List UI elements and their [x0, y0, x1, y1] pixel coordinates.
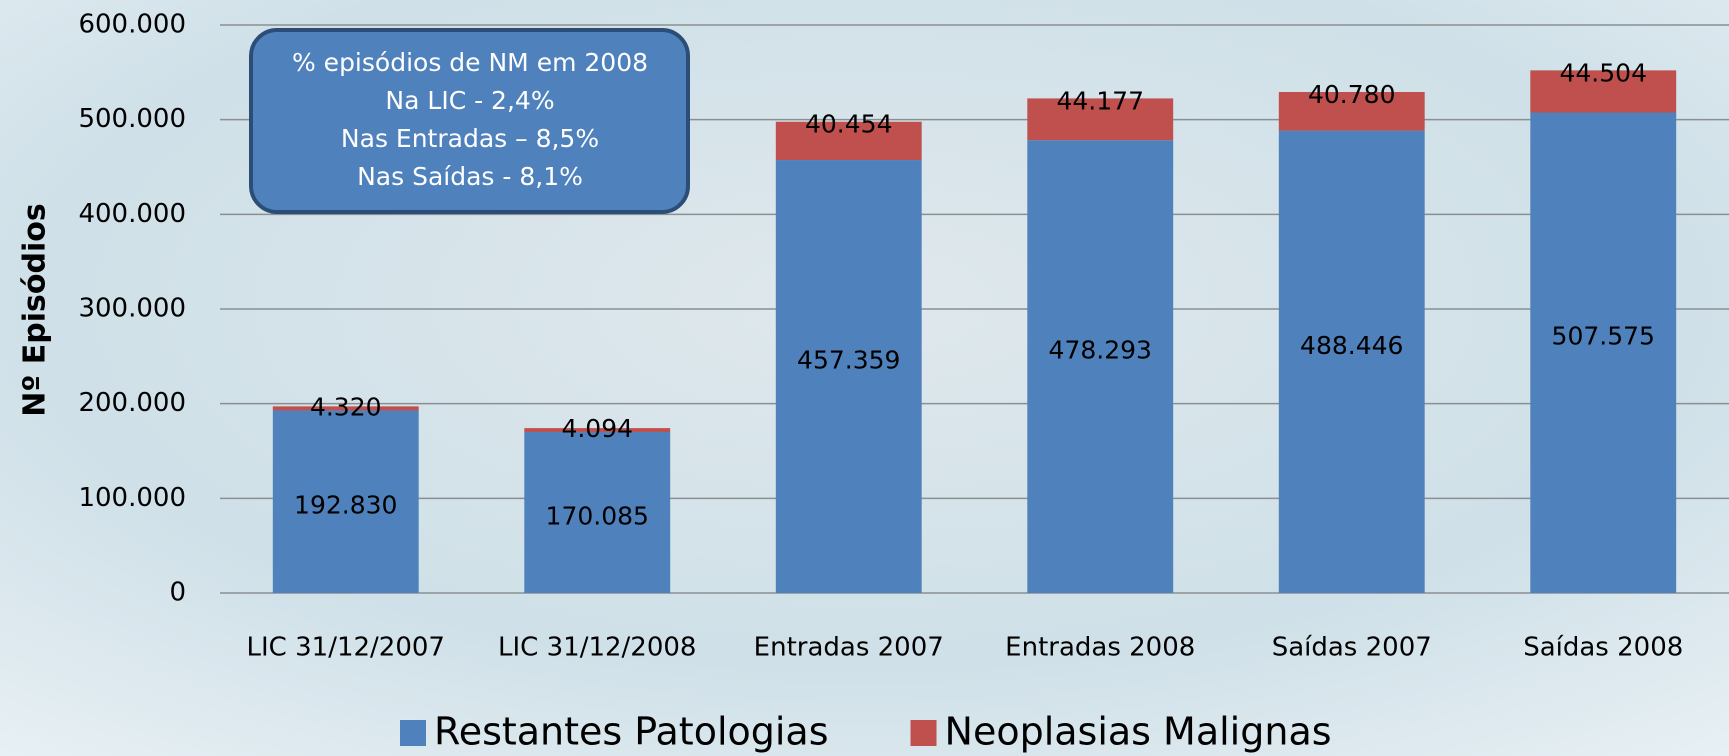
y-tick-label: 500.000: [78, 104, 186, 134]
bar-segment: [776, 160, 922, 593]
value-label: 40.780: [1308, 80, 1395, 109]
x-tick-label: Saídas 2007: [1272, 633, 1432, 663]
y-tick-label: 200.000: [78, 388, 186, 418]
value-label: 40.454: [805, 110, 892, 139]
chart: Nº Episódios 0 100.000 200.000 300.000 400.0…: [0, 0, 1729, 756]
value-label: 44.177: [1057, 86, 1144, 115]
y-tick-label: 100.000: [78, 483, 186, 513]
bar-segment: [1027, 140, 1173, 593]
value-label: 192.830: [294, 491, 397, 520]
y-tick-label: 300.000: [78, 294, 186, 324]
y-tick-label: 600.000: [78, 10, 186, 40]
x-tick-label: Entradas 2007: [754, 633, 944, 663]
value-label: 488.446: [1300, 331, 1403, 360]
x-tick-label: LIC 31/12/2007: [247, 633, 445, 663]
value-label: 507.575: [1552, 322, 1655, 351]
value-label: 4.094: [561, 414, 633, 443]
bar-segment: [1530, 112, 1676, 593]
legend-swatch: [400, 720, 426, 746]
legend-label: Restantes Patologias: [434, 710, 829, 754]
value-label: 170.085: [546, 501, 649, 530]
annotation-text: Na LIC - 2,4%: [385, 86, 554, 115]
legend-label: Neoplasias Malignas: [945, 710, 1332, 754]
value-label: 457.359: [797, 346, 900, 375]
legend-swatch: [911, 720, 937, 746]
y-tick-label: 0: [169, 578, 186, 608]
x-tick-label: Saídas 2008: [1523, 633, 1683, 663]
bar-segment: [1279, 131, 1425, 593]
value-label: 478.293: [1049, 336, 1152, 365]
x-tick-label: LIC 31/12/2008: [498, 633, 696, 663]
annotation-text: % episódios de NM em 2008: [292, 48, 648, 77]
annotation-text: Nas Entradas – 8,5%: [341, 124, 599, 153]
y-axis-label: Nº Episódios: [18, 203, 53, 416]
value-label: 44.504: [1560, 58, 1647, 87]
y-tick-label: 400.000: [78, 199, 186, 229]
annotation-text: Nas Saídas - 8,1%: [357, 162, 583, 191]
x-tick-label: Entradas 2008: [1005, 633, 1195, 663]
value-label: 4.320: [310, 392, 382, 421]
